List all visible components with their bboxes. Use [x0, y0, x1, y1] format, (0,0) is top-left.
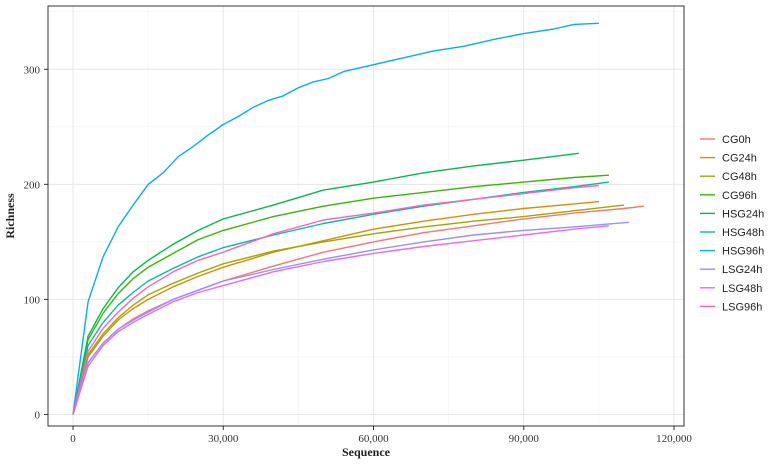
legend: CG0h CG24h CG48h CG96h HSG24h HSG48h HSG96h LSG…: [700, 134, 764, 313]
x-tick-label: 0: [70, 433, 76, 445]
series-line-lsg24h: [72, 221, 629, 415]
legend-label-hsg48h: HSG48h: [722, 227, 764, 239]
legend-label-cg24h: CG24h: [722, 153, 757, 165]
x-tick-label: 120,000: [656, 433, 692, 445]
x-tick-label: 60,000: [358, 433, 389, 445]
series-line-cg96h: [72, 174, 609, 415]
x-axis-title: Sequence: [342, 445, 391, 459]
series-line-lsg96h: [72, 184, 599, 415]
series-line-hsg24h: [72, 152, 579, 415]
series-lines: [72, 22, 644, 415]
y-tick-label: 0: [35, 409, 41, 421]
legend-label-cg0h: CG0h: [722, 134, 751, 146]
legend-label-lsg96h: LSG96h: [722, 301, 762, 313]
y-tick-label: 300: [24, 64, 41, 76]
plot-border: [47, 5, 685, 427]
series-line-cg24h: [72, 200, 599, 415]
legend-label-hsg24h: HSG24h: [722, 208, 764, 220]
series-line-cg48h: [72, 204, 624, 415]
legend-label-lsg24h: LSG24h: [722, 264, 762, 276]
y-axis-ticks: 0 100 200 300: [24, 64, 48, 421]
legend-label-hsg96h: HSG96h: [722, 246, 764, 258]
x-tick-label: 30,000: [208, 433, 239, 445]
grid-lines: [48, 6, 684, 426]
series-line-lsg48h: [72, 225, 609, 415]
y-tick-label: 200: [24, 179, 41, 191]
x-axis-ticks: 0 30,000 60,000 90,000 120,000: [70, 426, 692, 445]
y-axis-title: Richness: [3, 193, 17, 239]
legend-label-cg48h: CG48h: [722, 171, 757, 183]
x-tick-label: 90,000: [509, 433, 540, 445]
legend-label-cg96h: CG96h: [722, 190, 757, 202]
y-tick-label: 100: [24, 294, 41, 306]
legend-label-lsg48h: LSG48h: [722, 283, 762, 295]
series-line-hsg96h: [72, 22, 599, 415]
